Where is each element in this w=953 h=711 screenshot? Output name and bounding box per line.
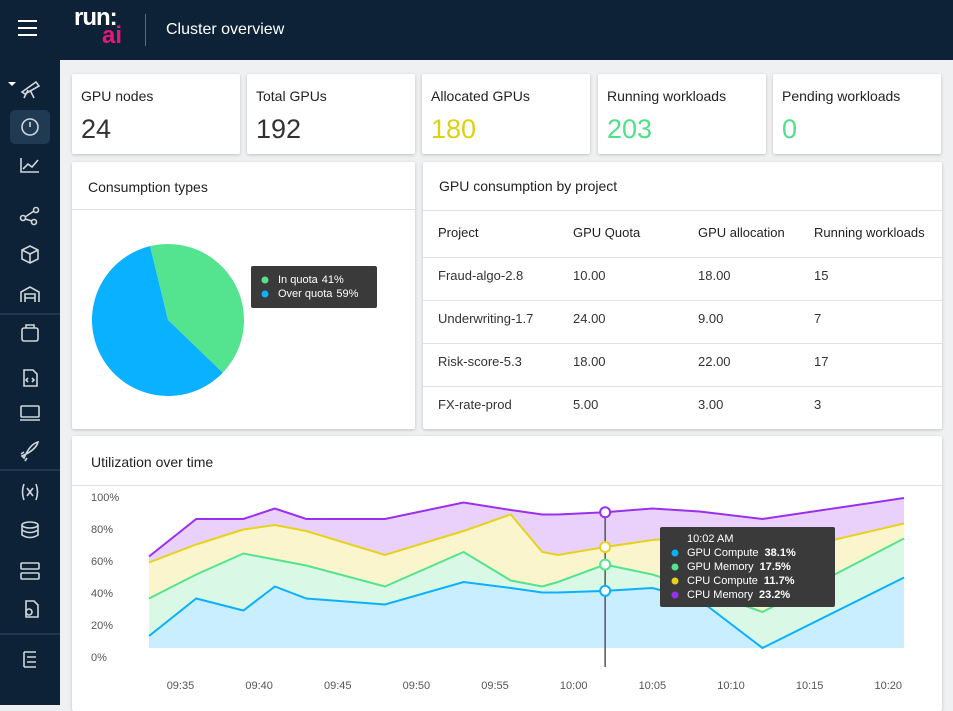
table-cell: Risk-score-5.3 [438,354,522,369]
stat-value: 24 [81,114,112,144]
stat-value: 0 [782,114,798,144]
stat-card: GPU nodes 24 [72,74,240,154]
stat-label: GPU nodes [81,88,154,104]
table-cell: 15 [814,268,829,283]
legend-dot [261,290,269,298]
projects-card: GPU consumption by project Project GPU Qu… [423,162,942,429]
card-title: Utilization over time [91,454,214,470]
row-separator [423,257,942,258]
column-header: GPU allocation [698,225,785,240]
stat-value: 203 [607,114,653,144]
card-title: Consumption types [88,179,208,195]
pie-slice [150,244,244,373]
legend-value: 59% [336,288,358,300]
divider [145,14,146,46]
table-cell: 17 [814,354,829,369]
stat-label: Total GPUs [256,88,327,104]
row-separator [423,386,942,387]
row-separator [423,300,942,301]
legend-value: 41% [322,274,344,286]
legend-dot [261,276,269,284]
page-title: Cluster overview [166,21,285,38]
sidebar [0,60,60,705]
stat-label: Allocated GPUs [431,88,530,104]
table-cell: 3 [814,397,822,412]
legend-entry: In quota 41% [278,274,344,286]
column-header: Running workloads [814,225,925,240]
separator [72,209,415,210]
stat-value: 180 [431,114,477,144]
pie-chart: In quota 41% Over quota 59% [91,244,377,396]
legend-label: In quota [278,274,319,286]
table-cell: 5.00 [573,397,599,412]
menu-button[interactable] [0,0,60,60]
stat-label: Running workloads [607,88,727,104]
table-cell: Underwriting-1.7 [438,311,534,326]
pie-tooltip [251,266,377,308]
stat-card: Running workloads 203 [598,74,766,154]
table-cell: 18.00 [573,354,606,369]
stat-card: Total GPUs 192 [247,74,415,154]
top-bar: run: ai Cluster overview [0,0,953,60]
stat-label: Pending workloads [782,88,901,104]
stat-card: Allocated GPUs 180 [422,74,590,154]
logo-top: run: [74,4,118,31]
table-cell: 22.00 [698,354,731,369]
table-cell: FX-rate-prod [438,397,512,412]
card-title: GPU consumption by project [439,178,618,194]
legend-entry: Over quota 59% [278,288,359,300]
table-cell: 9.00 [698,311,724,326]
table-cell: 7 [814,311,822,326]
legend-label: Over quota [278,288,333,300]
utilization-card: Utilization over time [72,436,942,711]
pie-slice [91,246,223,396]
table-cell: 10.00 [573,268,606,283]
table-cell: 24.00 [573,311,606,326]
consumption-card: Consumption types In quota 41% Over quota 5… [72,162,415,429]
row-separator [423,343,942,344]
stat-value: 192 [256,114,302,144]
table-cell: Fraud-algo-2.8 [438,268,524,283]
separator [423,210,942,211]
stat-card: Pending workloads 0 [773,74,941,154]
logo-bottom: ai [102,22,123,49]
table-cell: 3.00 [698,397,724,412]
column-header: Project [438,225,479,240]
column-header: GPU Quota [573,225,641,240]
separator [72,485,942,486]
table-cell: 18.00 [698,268,731,283]
